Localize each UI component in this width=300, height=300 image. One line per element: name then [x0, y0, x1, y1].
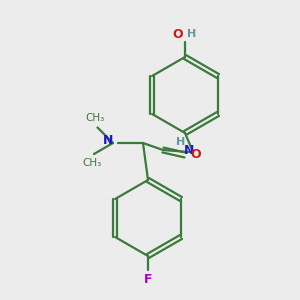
Text: N: N: [184, 143, 194, 157]
Text: O: O: [172, 28, 183, 41]
Text: CH₃: CH₃: [86, 113, 105, 123]
Text: H: H: [187, 29, 196, 39]
Text: N: N: [103, 134, 113, 148]
Text: H: H: [176, 137, 186, 147]
Text: O: O: [190, 148, 201, 161]
Text: CH₃: CH₃: [82, 158, 102, 168]
Text: F: F: [144, 273, 152, 286]
